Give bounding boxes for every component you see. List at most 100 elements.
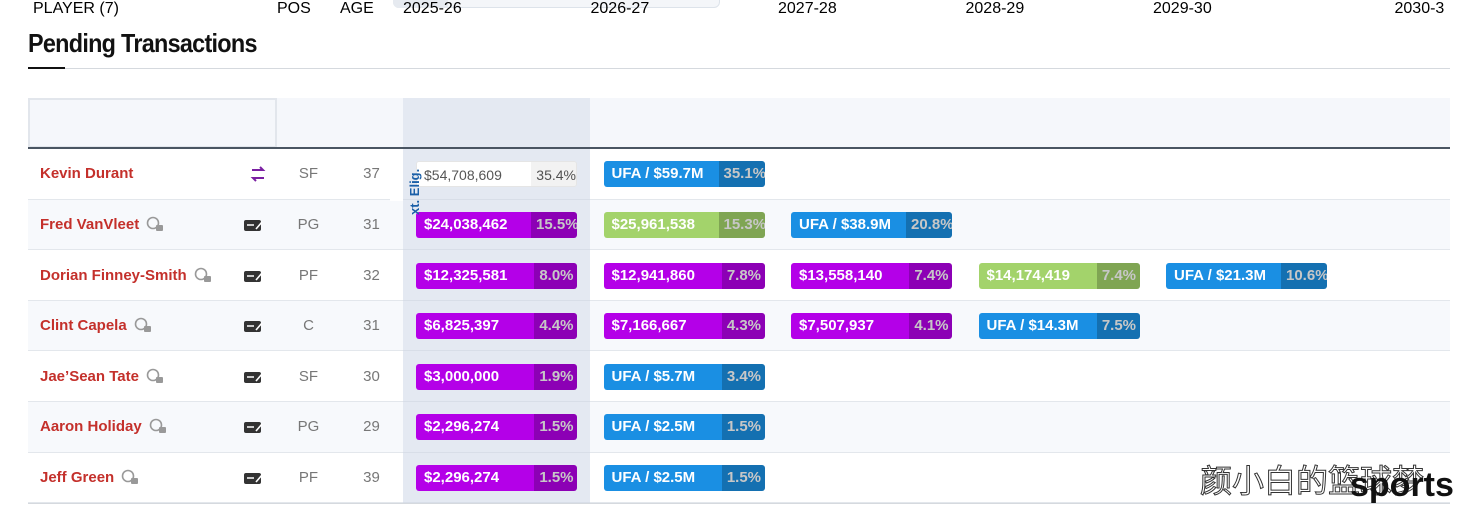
watermark-logo: sports (1350, 466, 1454, 504)
contract-amount: $13,558,140 (791, 262, 910, 289)
cap-percent: 10.6% (1281, 262, 1327, 289)
contract-pill: UFA / $2.5M 1.5% (603, 414, 765, 441)
contract-amount: $14,174,419 (978, 262, 1097, 289)
position: SF (298, 165, 319, 183)
contract-amount: $2,296,274 (416, 414, 535, 441)
row-line (403, 502, 590, 504)
contract-pill: $24,038,462 15.5% (416, 211, 577, 238)
row-line (403, 249, 590, 251)
age: 31 (363, 317, 380, 335)
column-header: 2029-30 (1153, 0, 1212, 17)
tab-active (393, 0, 448, 8)
position: C (303, 317, 314, 335)
player-name[interactable]: Clint Capela (40, 317, 127, 335)
age: 37 (363, 165, 380, 183)
cap-percent: 1.5% (721, 414, 765, 441)
column-header: 2026-27 (590, 0, 650, 17)
tag-icon (243, 367, 265, 387)
column-header: 2030-3 (1394, 0, 1445, 17)
contract-pill: $25,961,538 15.3% (603, 211, 765, 238)
player-name[interactable]: Aaron Holiday (40, 418, 142, 436)
age: 31 (363, 215, 380, 233)
cap-percent: 7.8% (721, 262, 765, 289)
column-header: AGE (340, 0, 374, 17)
lock-pin-icon (145, 367, 167, 387)
cap-percent: 15.3% (718, 211, 765, 238)
tag-icon (243, 417, 265, 437)
tag-icon (243, 316, 265, 336)
column-header: 2028-29 (965, 0, 1025, 17)
contract-amount: $7,507,937 (791, 313, 910, 340)
age: 29 (363, 418, 380, 436)
lock-pin-icon (148, 417, 170, 437)
row-line (403, 198, 590, 200)
contract-amount: $2,296,274 (416, 464, 535, 491)
row-line (403, 451, 590, 453)
contract-pill: $3,000,000 1.9% (416, 363, 577, 390)
contract-pill: UFA / $21.3M 10.6% (1166, 262, 1327, 289)
player-name[interactable]: Jae’Sean Tate (40, 367, 139, 385)
trade-icon (247, 164, 269, 184)
contract-pill: $7,166,667 4.3% (603, 313, 765, 340)
cap-percent: 7.4% (1096, 262, 1140, 289)
player-name[interactable]: Dorian Finney-Smith (40, 266, 187, 284)
cap-percent: 35.4% (531, 162, 576, 187)
cap-percent: 20.8% (906, 211, 952, 238)
cap-percent: 7.4% (909, 262, 952, 289)
contract-pill: $12,941,860 7.8% (603, 262, 765, 289)
contract-amount: UFA / $59.7M (603, 161, 719, 188)
cap-percent: 3.4% (721, 363, 765, 390)
contract-amount: UFA / $38.9M (791, 211, 906, 238)
tag-icon (243, 215, 265, 235)
age: 30 (363, 367, 380, 385)
contract-pill: $2,296,274 1.5% (416, 464, 577, 491)
contract-amount: $24,038,462 (416, 211, 531, 238)
position: PF (298, 266, 319, 284)
row-bg (28, 250, 403, 301)
column-header: 2025-26 (403, 0, 462, 17)
position: PG (297, 215, 320, 233)
cap-percent: 4.4% (534, 313, 577, 340)
contract-amount: $6,825,397 (416, 313, 535, 340)
cap-percent: 1.5% (721, 464, 765, 491)
player-name[interactable]: Fred VanVleet (40, 215, 140, 233)
player-name[interactable]: Jeff Green (40, 468, 115, 486)
contract-pill: UFA / $14.3M 7.5% (978, 313, 1140, 340)
row-bg (28, 402, 403, 453)
contract-amount: UFA / $2.5M (603, 464, 722, 491)
contract-pill: $7,507,937 4.1% (791, 313, 952, 340)
divider (28, 68, 1450, 69)
cap-percent: 4.1% (909, 313, 952, 340)
lock-pin-icon (145, 215, 167, 235)
age: 39 (363, 468, 380, 486)
section-title: Pending Transactions (28, 28, 257, 58)
note-clip (390, 149, 403, 201)
contract-amount: UFA / $2.5M (603, 414, 722, 441)
contract-pill: $54,708,609 35.4% (416, 161, 577, 188)
column-header: 2027-28 (778, 0, 837, 17)
position: SF (298, 367, 319, 385)
contract-amount: $3,000,000 (416, 363, 535, 390)
lock-pin-icon (120, 468, 142, 488)
player-name[interactable]: Kevin Durant (40, 165, 134, 183)
cap-percent: 15.5% (531, 211, 577, 238)
cap-percent: 35.1% (718, 161, 765, 188)
watermark-text: 颜小白的篮球梦 (1199, 463, 1425, 500)
position: PG (297, 418, 320, 436)
contract-pill: UFA / $38.9M 20.8% (791, 211, 952, 238)
cap-percent: 1.5% (534, 464, 577, 491)
cap-percent: 1.9% (534, 363, 577, 390)
contract-pill: $2,296,274 1.5% (416, 414, 577, 441)
row-bg (28, 452, 403, 504)
extension-note: xt. Elig. (407, 168, 422, 215)
contract-pill: UFA / $5.7M 3.4% (603, 363, 765, 390)
row-line (403, 350, 590, 352)
contract-amount: UFA / $21.3M (1166, 262, 1281, 289)
row-bg (28, 300, 403, 352)
lock-pin-icon (133, 316, 155, 336)
contract-pill: $14,174,419 7.4% (978, 262, 1140, 289)
contract-amount: $12,941,860 (603, 262, 722, 289)
cap-percent: 1.5% (534, 414, 577, 441)
row-bg (28, 199, 403, 251)
contract-amount: $54,708,609 (417, 162, 532, 187)
